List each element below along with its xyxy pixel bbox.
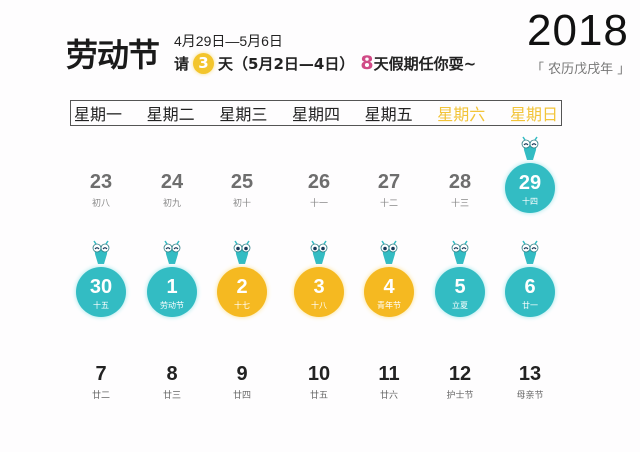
calendar-day[interactable]: 23 初八 (71, 171, 131, 209)
lunar-date: 十二 (379, 199, 398, 209)
calendar-day-highlighted[interactable]: 3 十八 (294, 267, 344, 317)
lunar-date: 廿四 (232, 391, 251, 401)
weekday-mon: 星期一 (74, 105, 123, 124)
day-number: 27 (377, 171, 401, 193)
day-number: 24 (160, 171, 184, 193)
day-number: 23 (89, 171, 113, 193)
calendar-day[interactable]: 10 廿五 (289, 363, 349, 401)
lunar-date: 立夏 (452, 301, 468, 310)
day-number: 12 (448, 363, 472, 385)
calendar-day-highlighted[interactable]: 5 立夏 (435, 267, 485, 317)
calendar-day[interactable]: 26 十一 (289, 171, 349, 209)
mascot-icon (86, 240, 116, 270)
calendar-day-highlighted[interactable]: 4 青年节 (364, 267, 414, 317)
weekday-sun: 星期日 (509, 105, 558, 124)
day-number: 13 (518, 363, 542, 385)
holiday-title: 劳动节 (66, 36, 160, 74)
leave-days-badge: 3 (193, 52, 215, 74)
lunar-date: 十三 (450, 199, 469, 209)
day-number: 6 (524, 276, 536, 298)
calendar-day[interactable]: 8 廿三 (142, 363, 202, 401)
day-number: 7 (95, 363, 107, 385)
day-number: 10 (307, 363, 331, 385)
note-suffix: 天假期任你耍~ (373, 54, 477, 73)
lunar-date: 十一 (309, 199, 328, 209)
day-number: 4 (383, 276, 395, 298)
mascot-icon (227, 240, 257, 270)
calendar-day-highlighted[interactable]: 30 十五 (76, 267, 126, 317)
day-number: 26 (307, 171, 331, 193)
day-number: 3 (313, 276, 325, 298)
day-number: 8 (166, 363, 178, 385)
weekday-thu: 星期四 (291, 105, 340, 124)
calendar-day[interactable]: 28 十三 (430, 171, 490, 209)
mascot-icon (445, 240, 475, 270)
mascot-icon (157, 240, 187, 270)
lunar-date: 十四 (522, 197, 538, 206)
calendar-day[interactable]: 27 十二 (359, 171, 419, 209)
lunar-date: 护士节 (446, 391, 474, 401)
leave-note: 请 3 天（5月2日—4日） 8 天假期任你耍~ (174, 52, 476, 74)
year: 2018 (527, 6, 629, 55)
lunar-date: 初九 (162, 199, 181, 209)
lunar-date: 十七 (234, 301, 250, 310)
lunar-date: 十八 (311, 301, 327, 310)
calendar-day-highlighted[interactable]: 29 十四 (505, 163, 555, 213)
mascot-icon (304, 240, 334, 270)
lunar-date: 母亲节 (516, 391, 544, 401)
day-number: 29 (518, 172, 542, 194)
calendar-day[interactable]: 13 母亲节 (500, 363, 560, 401)
day-number: 2 (236, 276, 248, 298)
day-number: 28 (448, 171, 472, 193)
weekday-wed: 星期三 (219, 105, 268, 124)
calendar-day-highlighted[interactable]: 1 劳动节 (147, 267, 197, 317)
calendar-day[interactable]: 9 廿四 (212, 363, 272, 401)
mascot-icon (515, 240, 545, 270)
lunar-date: 劳动节 (160, 301, 184, 310)
calendar-day[interactable]: 12 护士节 (430, 363, 490, 401)
holiday-days-count: 8 (360, 52, 374, 74)
calendar-day[interactable]: 7 廿二 (71, 363, 131, 401)
mascot-icon (374, 240, 404, 270)
lunar-date: 十五 (93, 301, 109, 310)
calendar-day-highlighted[interactable]: 2 十七 (217, 267, 267, 317)
day-number: 30 (89, 276, 113, 298)
calendar-day[interactable]: 25 初十 (212, 171, 272, 209)
lunar-date: 初八 (91, 199, 110, 209)
weekday-fri: 星期五 (364, 105, 413, 124)
lunar-date: 青年节 (377, 301, 401, 310)
lunar-date: 廿六 (379, 391, 398, 401)
lunar-date: 廿五 (309, 391, 328, 401)
calendar-day[interactable]: 24 初九 (142, 171, 202, 209)
day-number: 11 (378, 363, 400, 385)
note-prefix: 请 (174, 54, 190, 73)
lunar-date: 廿三 (162, 391, 181, 401)
day-number: 9 (236, 363, 248, 385)
note-middle: 天（5月2日—4日） (218, 54, 355, 73)
day-number: 1 (166, 276, 178, 298)
weekday-header: 星期一 星期二 星期三 星期四 星期五 星期六 星期日 (70, 100, 562, 126)
weekday-sat: 星期六 (437, 105, 486, 124)
day-number: 25 (230, 171, 254, 193)
calendar-day-highlighted[interactable]: 6 廿一 (505, 267, 555, 317)
lunar-year: 「 农历戊戌年 」 (531, 62, 631, 77)
mascot-icon (515, 136, 545, 166)
lunar-date: 初十 (232, 199, 251, 209)
lunar-date: 廿二 (91, 391, 110, 401)
lunar-date: 廿一 (522, 301, 538, 310)
weekday-tue: 星期二 (146, 105, 195, 124)
date-range: 4月29日—5月6日 (174, 33, 283, 49)
day-number: 5 (454, 276, 466, 298)
calendar-day[interactable]: 11 廿六 (359, 363, 419, 401)
